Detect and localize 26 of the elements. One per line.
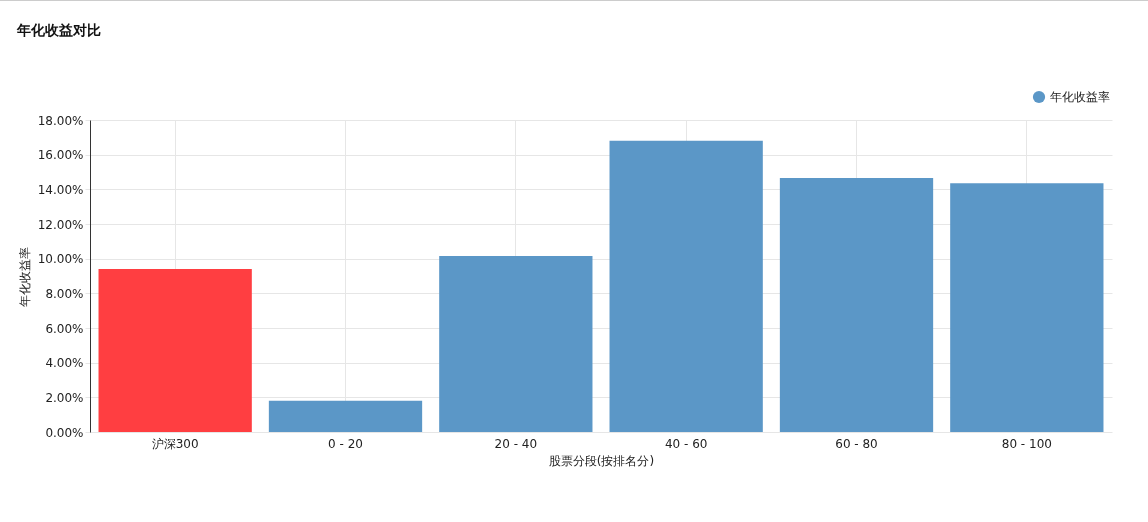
legend-label: 年化收益率 bbox=[1050, 90, 1110, 104]
x-axis-title: 股票分段(按排名分) bbox=[548, 453, 655, 468]
x-tick-label: 80 - 100 bbox=[1001, 436, 1052, 451]
y-tick-label: 8.00% bbox=[45, 286, 84, 301]
x-tick-label: 60 - 80 bbox=[835, 436, 878, 451]
y-tick-label: 14.00% bbox=[37, 182, 84, 197]
x-tick-label: 20 - 40 bbox=[494, 436, 538, 451]
x-tick-label: 40 - 60 bbox=[664, 436, 708, 451]
x-tick-label: 0 - 20 bbox=[328, 436, 363, 451]
bar bbox=[268, 400, 423, 432]
bar bbox=[439, 256, 593, 432]
bar bbox=[779, 178, 934, 432]
y-tick-label: 4.00% bbox=[45, 356, 84, 371]
chart-title: 年化收益对比 bbox=[16, 22, 101, 38]
y-tick-label: 6.00% bbox=[45, 321, 84, 336]
y-tick-label: 16.00% bbox=[37, 148, 84, 163]
y-tick-label: 2.00% bbox=[45, 390, 84, 405]
bar bbox=[98, 269, 252, 432]
x-tick-label: 沪深300 bbox=[151, 436, 199, 451]
bar bbox=[609, 140, 763, 432]
y-tick-label: 10.00% bbox=[37, 252, 84, 267]
y-axis-title: 年化收益率 bbox=[17, 246, 32, 307]
y-tick-label: 18.00% bbox=[37, 113, 84, 128]
y-tick-label: 12.00% bbox=[37, 217, 84, 232]
y-tick-label: 0.00% bbox=[45, 425, 84, 440]
bar bbox=[950, 183, 1104, 432]
